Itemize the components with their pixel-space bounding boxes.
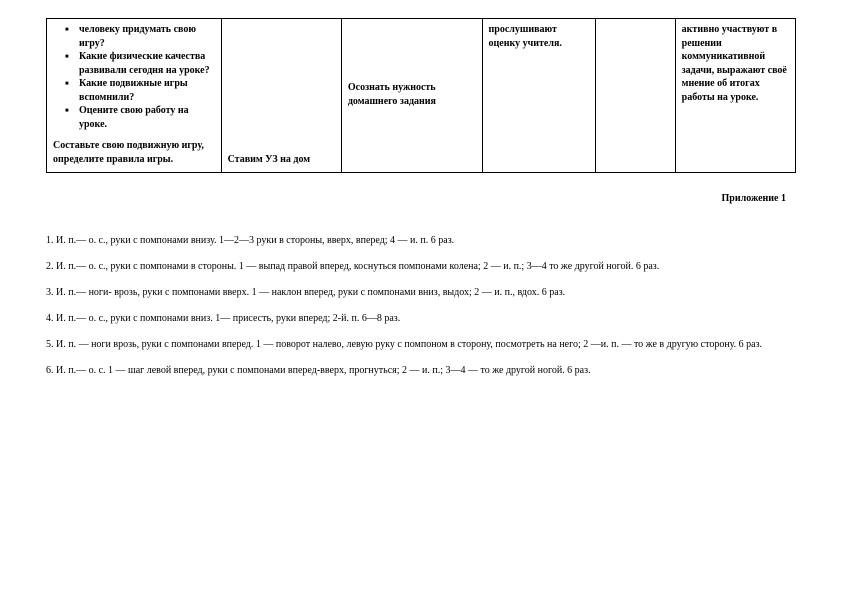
- exercise-item: 3. И. п.— ноги- врозь, руки с помпонами …: [46, 286, 796, 300]
- cell-empty: [596, 19, 676, 173]
- exercise-item: 1. И. п.— о. с., руки с помпонами внизу.…: [46, 234, 796, 248]
- lesson-plan-table: человеку придумать свою игру? Какие физи…: [46, 18, 796, 173]
- exercise-item: 2. И. п.— о. с., руки с помпонами в стор…: [46, 260, 796, 274]
- listen-text: прослушивают оценку учителя.: [489, 23, 590, 50]
- bullet-text: человеку придумать свою игру?: [79, 24, 196, 49]
- homework-instruction: Составьте свою подвижную игру, определит…: [53, 139, 215, 166]
- exercise-item: 4. И. п.— о. с., руки с помпонами вниз. …: [46, 312, 796, 326]
- cell-realize: Осознать нужность домашнего задания: [341, 19, 482, 173]
- appendix-title: Приложение 1: [46, 193, 786, 204]
- bullet-item: Оцените свою работу на уроке.: [79, 104, 215, 131]
- exercise-item: 6. И. п.— о. с. 1 — шаг левой вперед, ру…: [46, 364, 796, 378]
- bullet-text: Какие физические качества развивали сего…: [79, 51, 210, 76]
- activities-bullets: человеку придумать свою игру? Какие физи…: [53, 23, 215, 131]
- bullet-text: Какие подвижные игры вспомнили?: [79, 78, 188, 103]
- exercise-list: 1. И. п.— о. с., руки с помпонами внизу.…: [46, 234, 796, 378]
- bullet-text: Оцените свою работу на уроке.: [79, 105, 189, 130]
- realize-text: Осознать нужность домашнего задания: [348, 81, 476, 108]
- cell-uz: Ставим УЗ на дом: [221, 19, 341, 173]
- exercise-item: 5. И. п. — ноги врозь, руки с помпонами …: [46, 338, 796, 352]
- cell-listen: прослушивают оценку учителя.: [482, 19, 596, 173]
- cell-participate: активно участвуют в решении коммуникатив…: [675, 19, 795, 173]
- bullet-item: Какие подвижные игры вспомнили?: [79, 77, 215, 104]
- bullet-item: человеку придумать свою игру?: [79, 23, 215, 50]
- cell-activities: человеку придумать свою игру? Какие физи…: [47, 19, 222, 173]
- participate-text: активно участвуют в решении коммуникатив…: [682, 23, 789, 104]
- uz-text: Ставим УЗ на дом: [228, 153, 335, 167]
- bullet-item: Какие физические качества развивали сего…: [79, 50, 215, 77]
